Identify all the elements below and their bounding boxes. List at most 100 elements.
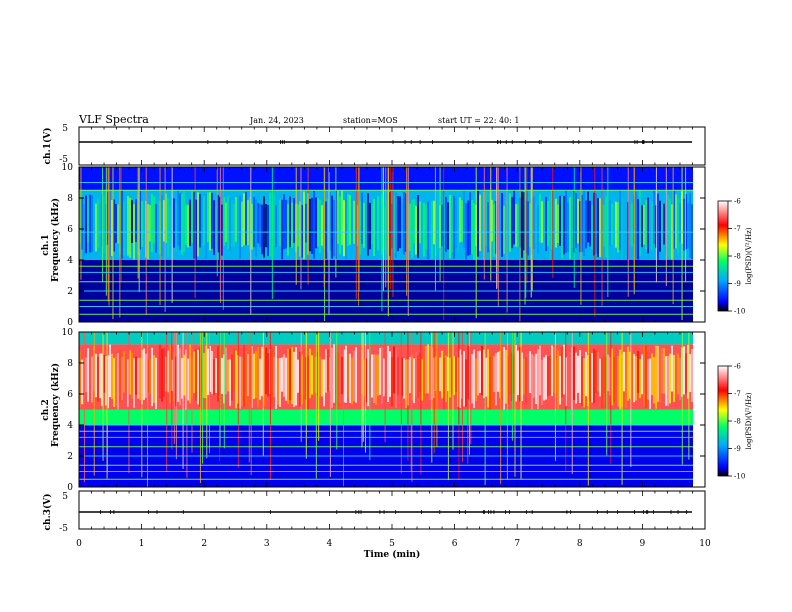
spectral-column xyxy=(621,198,623,260)
spectral-column xyxy=(361,193,363,244)
spectral-column xyxy=(623,352,625,392)
spectral-column xyxy=(175,202,177,251)
xtick-label: 3 xyxy=(264,539,270,549)
spectral-column xyxy=(673,355,675,402)
spectral-column xyxy=(275,205,277,247)
spectral-column xyxy=(457,200,459,252)
spectral-column xyxy=(321,360,323,397)
spectral-column xyxy=(325,202,327,259)
spectral-column xyxy=(471,200,473,254)
ch1-waveform-ylabel: ch.1(V) xyxy=(42,128,53,165)
spectral-column xyxy=(601,358,603,408)
spectral-column xyxy=(481,346,483,395)
spectral-column xyxy=(577,199,579,244)
spectral-column xyxy=(473,203,475,260)
spectral-column xyxy=(371,204,373,244)
ytick-label: 8 xyxy=(67,194,73,204)
spectral-column xyxy=(627,347,629,401)
spectral-column xyxy=(347,354,349,398)
spectral-column xyxy=(509,194,511,252)
spectral-column xyxy=(651,353,653,395)
spectral-column xyxy=(581,356,583,405)
spectral-column xyxy=(453,196,455,259)
spectral-column xyxy=(323,359,325,406)
spectral-column xyxy=(479,351,481,393)
spectral-column xyxy=(289,197,291,248)
spectral-column xyxy=(245,350,247,405)
spectral-column xyxy=(373,199,375,256)
spectral-column xyxy=(319,200,321,253)
spectral-column xyxy=(647,198,649,254)
spectral-column xyxy=(345,346,347,403)
spectral-column xyxy=(89,356,91,406)
spectral-column xyxy=(563,196,565,254)
spectral-column xyxy=(595,350,597,393)
spectral-column xyxy=(649,359,651,409)
spectral-column xyxy=(467,201,469,256)
spectral-column xyxy=(233,204,235,246)
spectral-column xyxy=(161,349,163,401)
spectral-column xyxy=(659,349,661,403)
spectral-column xyxy=(633,354,635,402)
spectral-column xyxy=(117,204,119,243)
spectral-column xyxy=(87,198,89,243)
spectral-column xyxy=(557,350,559,409)
spectral-column xyxy=(575,353,577,404)
spectral-column xyxy=(417,355,419,397)
spectral-column xyxy=(437,191,439,252)
spectral-column xyxy=(265,348,267,394)
spectral-column xyxy=(463,191,465,248)
spectral-column xyxy=(177,191,179,246)
spectral-column xyxy=(471,354,473,403)
spectral-column xyxy=(235,197,237,242)
ytick-label: 4 xyxy=(67,421,73,431)
spectral-column xyxy=(321,205,323,246)
spectral-column xyxy=(259,359,261,400)
spectral-column xyxy=(427,202,429,260)
spectral-column xyxy=(293,352,295,407)
spectral-column xyxy=(135,357,137,395)
ch2-spectrogram-ylabel-frequency: Frequency (kHz) xyxy=(50,363,61,447)
spectral-column xyxy=(111,354,113,400)
spectral-column xyxy=(163,348,165,396)
spectral-column xyxy=(125,354,127,392)
spectral-column xyxy=(375,355,377,405)
spectral-column xyxy=(273,357,275,397)
spectral-column xyxy=(653,357,655,403)
ch1-spectrogram-ylabel-channel: ch.1 xyxy=(41,234,51,255)
spectral-column xyxy=(349,354,351,403)
spectral-column xyxy=(493,356,495,392)
spectral-column xyxy=(579,350,581,403)
spectral-column xyxy=(505,350,507,404)
spectral-column xyxy=(103,195,105,253)
spectral-column xyxy=(375,199,377,253)
spectral-column xyxy=(677,354,679,395)
ch2-colorbar-label: log(PSD)(V²/Hz) xyxy=(745,392,753,449)
spectral-column xyxy=(269,192,271,257)
spectral-column xyxy=(139,358,141,401)
spectral-column xyxy=(479,195,481,252)
time-axis-label: Time (min) xyxy=(364,549,421,560)
date-label: Jan. 24, 2023 xyxy=(249,116,304,125)
spectral-column xyxy=(521,192,523,258)
spectral-column xyxy=(145,354,147,398)
spectral-column xyxy=(253,354,255,399)
spectral-column xyxy=(305,204,307,243)
spectral-column xyxy=(169,205,171,246)
spectral-column xyxy=(573,347,575,400)
colorbar-tick-label: -10 xyxy=(734,473,745,481)
ch3-waveform-ylabel: ch.3(V) xyxy=(42,494,53,531)
spectral-column xyxy=(399,197,401,249)
spectral-column xyxy=(487,202,489,252)
ch1-waveform-panel: 5 -5 ch.1(V) xyxy=(42,124,705,165)
spectral-column xyxy=(625,352,627,408)
spectral-column xyxy=(123,351,125,392)
spectral-column xyxy=(379,201,381,255)
station-label: station=MOS xyxy=(343,116,398,125)
spectral-column xyxy=(135,199,137,242)
spectral-column xyxy=(157,200,159,254)
spectral-column xyxy=(657,194,659,260)
spectral-column xyxy=(477,351,479,395)
spectral-column xyxy=(415,206,417,255)
spectral-column xyxy=(151,194,153,252)
